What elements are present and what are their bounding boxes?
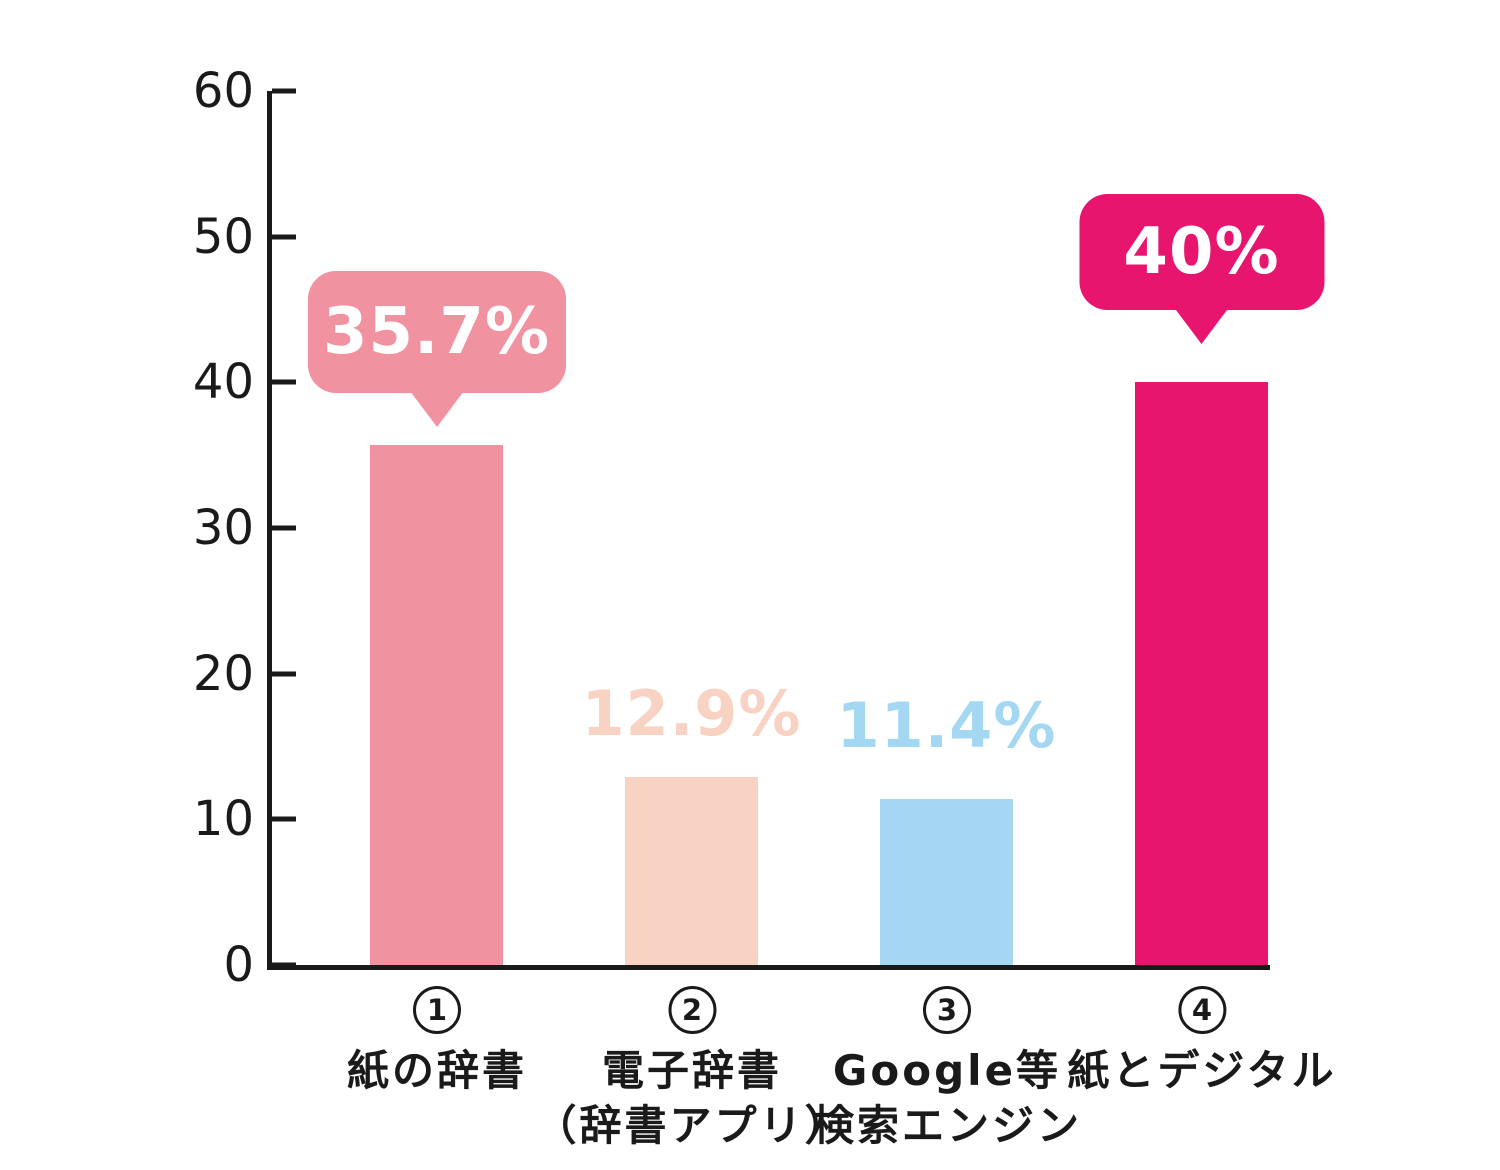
bar-rect xyxy=(625,777,758,965)
value-bubble-text: 35.7% xyxy=(307,270,566,393)
value-label: 11.4% xyxy=(836,688,1057,762)
y-tick-mark xyxy=(272,525,296,531)
value-bubble-text: 40% xyxy=(1079,194,1324,311)
y-tick-label: 30 xyxy=(192,500,254,556)
y-tick-label: 50 xyxy=(192,208,254,265)
y-tick-label: 40 xyxy=(192,354,254,411)
y-tick-mark xyxy=(272,88,296,94)
circled-number-3-icon: 3 xyxy=(922,986,971,1034)
category-line: 電子辞書 xyxy=(601,1046,783,1095)
bar-rect xyxy=(1135,382,1268,965)
category-line: 検索エンジン xyxy=(811,1100,1083,1150)
y-tick-mark xyxy=(272,671,296,677)
bar-column-electronic-dictionary: 12.9% xyxy=(581,91,801,965)
y-tick-label: 60 xyxy=(192,63,254,119)
y-tick-mark xyxy=(272,962,296,968)
bar-column-paper-and-digital: 40% xyxy=(1079,91,1324,965)
y-tick-label: 0 xyxy=(223,937,254,993)
y-tick-mark xyxy=(272,379,296,385)
y-tick-mark xyxy=(272,816,296,822)
y-tick-label: 20 xyxy=(192,645,254,702)
y-tick-label: 10 xyxy=(192,791,254,848)
bar-rect xyxy=(880,798,1013,965)
y-axis-line xyxy=(267,91,272,970)
category-label-search-engine: 3 Google等 検索エンジン xyxy=(812,986,1082,1153)
value-bubble: 35.7% xyxy=(307,270,566,427)
category-line: 紙の辞書 xyxy=(346,1046,528,1095)
category-label-paper-and-digital: 4 紙とデジタル xyxy=(1067,986,1336,1099)
category-line: Google等 xyxy=(832,1046,1062,1095)
category-line: （辞書アプリ） xyxy=(534,1100,850,1150)
plot-area: 60 50 40 30 20 10 0 35.7% 12.9% 11.4% 40% xyxy=(193,67,1324,989)
bar-column-search-engine: 11.4% xyxy=(836,91,1056,965)
bubble-tail xyxy=(1174,308,1229,345)
category-line: 紙とデジタル xyxy=(1067,1046,1337,1095)
circled-number-1-icon: 1 xyxy=(412,986,461,1034)
bar-rect xyxy=(370,444,503,965)
category-label-electronic-dictionary: 2 電子辞書 （辞書アプリ） xyxy=(534,986,849,1153)
circled-number-4-icon: 4 xyxy=(1177,986,1226,1034)
circled-number-2-icon: 2 xyxy=(667,986,716,1034)
bubble-tail xyxy=(409,390,464,427)
y-tick-mark xyxy=(272,234,296,240)
value-label: 12.9% xyxy=(581,677,802,751)
x-axis-line xyxy=(267,965,1270,970)
bar-column-paper-dictionary: 35.7% xyxy=(307,91,566,965)
value-bubble: 40% xyxy=(1079,194,1324,345)
category-label-paper-dictionary: 1 紙の辞書 xyxy=(347,986,527,1099)
